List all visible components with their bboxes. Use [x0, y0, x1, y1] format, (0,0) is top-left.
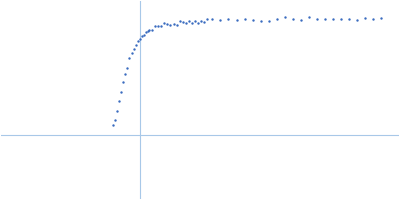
Point — [170, 22, 177, 25]
Point — [116, 99, 122, 103]
Point — [149, 29, 155, 32]
Point — [290, 17, 296, 20]
Point — [298, 18, 304, 21]
Point — [134, 39, 141, 42]
Point — [201, 20, 208, 23]
Point — [110, 124, 116, 127]
Point — [143, 30, 149, 34]
Point — [128, 51, 135, 54]
Point — [146, 29, 152, 32]
Point — [233, 18, 240, 21]
Point — [132, 43, 139, 46]
Point — [140, 34, 147, 37]
Point — [209, 17, 216, 20]
Point — [152, 24, 158, 28]
Point — [192, 19, 198, 22]
Point — [120, 81, 126, 84]
Point — [136, 37, 143, 40]
Point — [241, 17, 248, 21]
Point — [126, 57, 133, 60]
Point — [158, 24, 164, 28]
Point — [130, 48, 137, 51]
Point — [378, 16, 384, 19]
Point — [174, 23, 180, 26]
Point — [167, 23, 174, 27]
Point — [217, 19, 224, 22]
Point — [258, 19, 264, 23]
Point — [161, 21, 168, 25]
Point — [124, 66, 131, 69]
Point — [330, 17, 336, 20]
Point — [180, 21, 186, 24]
Point — [346, 18, 352, 21]
Point — [112, 118, 118, 122]
Point — [145, 29, 151, 33]
Point — [189, 21, 195, 24]
Point — [204, 18, 211, 21]
Point — [164, 23, 170, 26]
Point — [338, 17, 344, 21]
Point — [362, 17, 368, 20]
Point — [198, 20, 204, 23]
Point — [274, 17, 280, 20]
Point — [114, 109, 120, 112]
Point — [225, 18, 232, 21]
Point — [370, 17, 376, 20]
Point — [250, 19, 256, 22]
Point — [354, 19, 360, 22]
Point — [186, 19, 192, 22]
Point — [266, 19, 272, 23]
Point — [183, 21, 189, 24]
Point — [306, 16, 312, 19]
Point — [314, 17, 320, 20]
Point — [138, 35, 145, 38]
Point — [322, 17, 328, 20]
Point — [282, 15, 288, 19]
Point — [155, 25, 161, 28]
Point — [118, 91, 124, 94]
Point — [122, 72, 128, 75]
Point — [176, 20, 183, 23]
Point — [195, 21, 201, 24]
